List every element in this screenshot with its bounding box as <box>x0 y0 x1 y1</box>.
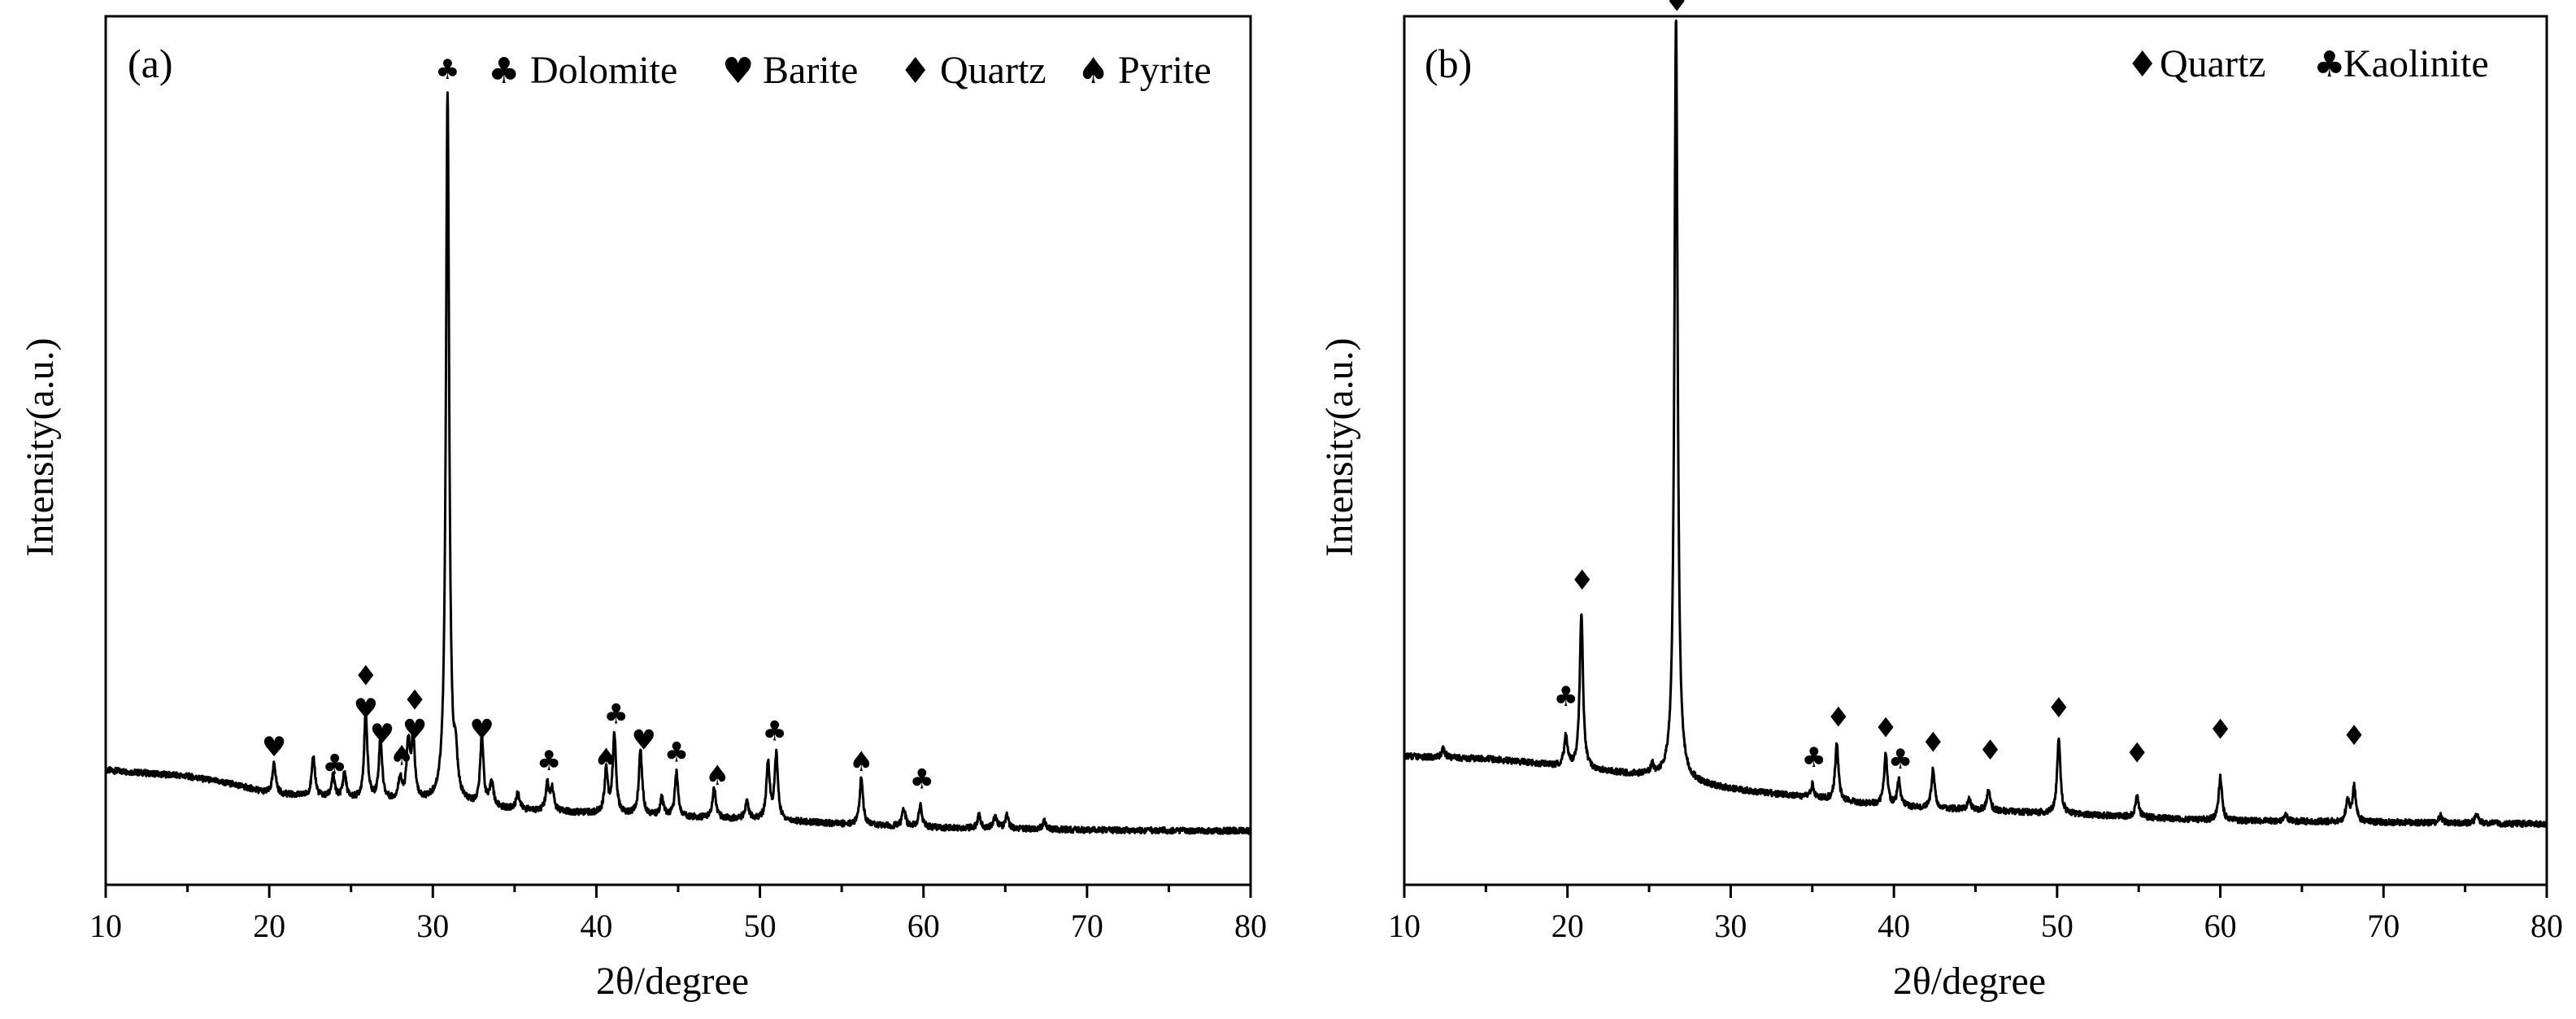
x-tick-label: 50 <box>2041 908 2073 944</box>
x-tick-label: 20 <box>1551 908 1584 944</box>
legend-symbol-quartz: ♦ <box>899 50 931 92</box>
peak-marker-club: ♣ <box>322 748 346 781</box>
xrd-pattern-line <box>1403 19 2548 829</box>
y-axis-label: Intensity(a.u.) <box>1318 337 1361 556</box>
x-tick-label: 60 <box>2204 908 2237 944</box>
x-tick-label: 30 <box>1714 908 1747 944</box>
legend-label-quartz: Quartz <box>940 49 1046 92</box>
x-tick-label: 40 <box>1878 908 1910 944</box>
x-tick-label: 50 <box>744 908 777 944</box>
legend: ♣ Dolomite ♥ Barite ♦ Quartz ♠ Pyrite <box>488 49 1212 92</box>
xrd-panel-b: (b) Intensity(a.u.) 2θ/degree ♦ Quartz ♣… <box>1318 0 2563 1003</box>
peak-marker-spade: ♠ <box>849 746 873 778</box>
peak-marker-club: ♣ <box>664 736 689 769</box>
peak-marker-heart: ♥ <box>370 718 394 751</box>
peak-marker-spade: ♠ <box>389 740 414 773</box>
x-tick-label: 40 <box>580 908 612 944</box>
peak-marker-diamond: ♦ <box>2047 692 2071 725</box>
peak-marker-diamond: ♦ <box>1570 564 1595 597</box>
panel-label: (b) <box>1425 41 1472 86</box>
legend-symbol-barite: ♥ <box>722 50 754 92</box>
legend-label-quartz: Quartz <box>2160 42 2266 85</box>
peak-marker-diamond: ♦ <box>1664 0 1689 19</box>
x-tick-label: 20 <box>253 908 285 944</box>
peak-marker-club: ♣ <box>1802 742 1826 774</box>
x-tick-label: 70 <box>1071 908 1103 944</box>
peak-marker-spade: ♠ <box>594 742 618 775</box>
legend-label-barite: Barite <box>763 49 858 92</box>
x-axis-label: 2θ/degree <box>596 960 749 1003</box>
peak-marker-club: ♣ <box>537 745 561 777</box>
legend-symbol-quartz: ♦ <box>2126 44 2158 85</box>
peak-marker-heart: ♥ <box>354 693 378 725</box>
peak-marker-spade: ♠ <box>705 760 729 792</box>
legend-symbol-dolomite: ♣ <box>488 50 520 92</box>
x-tick-label: 30 <box>416 908 449 944</box>
x-tick-label: 80 <box>1234 908 1267 944</box>
x-tick-label: 10 <box>89 908 122 944</box>
peak-marker-heart: ♥ <box>262 731 286 764</box>
peak-marker-club: ♣ <box>1553 681 1577 713</box>
peak-marker-diamond: ♦ <box>2125 737 2149 769</box>
peak-marker-diamond: ♦ <box>402 684 427 716</box>
peak-marker-club: ♣ <box>762 716 786 748</box>
peak-marker-diamond: ♦ <box>1826 702 1851 734</box>
peak-marker-diamond: ♦ <box>1873 712 1898 744</box>
peak-marker-diamond: ♦ <box>1978 734 2002 767</box>
peak-marker-heart: ♥ <box>632 724 656 756</box>
peak-marker-diamond: ♦ <box>2208 714 2232 747</box>
legend-symbol-kaolinite: ♣ <box>2313 44 2345 85</box>
legend: ♦ Quartz ♣ Kaolinite <box>2126 42 2489 85</box>
x-tick-label: 60 <box>907 908 940 944</box>
peak-marker-heart: ♥ <box>402 714 427 747</box>
legend-label-dolomite: Dolomite <box>530 49 677 92</box>
peak-marker-club: ♣ <box>1888 743 1912 776</box>
xrd-panel-a: (a) Intensity(a.u.) 2θ/degree ♣ Dolomite… <box>19 15 1267 1003</box>
x-tick-label: 80 <box>2530 908 2563 944</box>
legend-label-pyrite: Pyrite <box>1118 49 1212 92</box>
x-tick-label: 10 <box>1388 908 1421 944</box>
peak-marker-diamond: ♦ <box>354 660 378 692</box>
legend-symbol-pyrite: ♠ <box>1077 50 1109 92</box>
panel-label: (a) <box>128 41 173 86</box>
legend-label-kaolinite: Kaolinite <box>2343 42 2489 85</box>
peak-marker-diamond: ♦ <box>1921 727 1945 760</box>
peak-marker-club: ♣ <box>603 698 628 730</box>
peak-marker-club: ♣ <box>909 763 933 795</box>
x-axis-label: 2θ/degree <box>1893 960 2046 1003</box>
y-axis-label: Intensity(a.u.) <box>19 337 62 556</box>
peak-marker-club: ♣ <box>435 54 459 86</box>
x-tick-label: 70 <box>2367 908 2400 944</box>
peak-marker-heart: ♥ <box>469 714 494 747</box>
peak-marker-diamond: ♦ <box>2342 720 2366 752</box>
xrd-pattern-line <box>104 91 1252 835</box>
